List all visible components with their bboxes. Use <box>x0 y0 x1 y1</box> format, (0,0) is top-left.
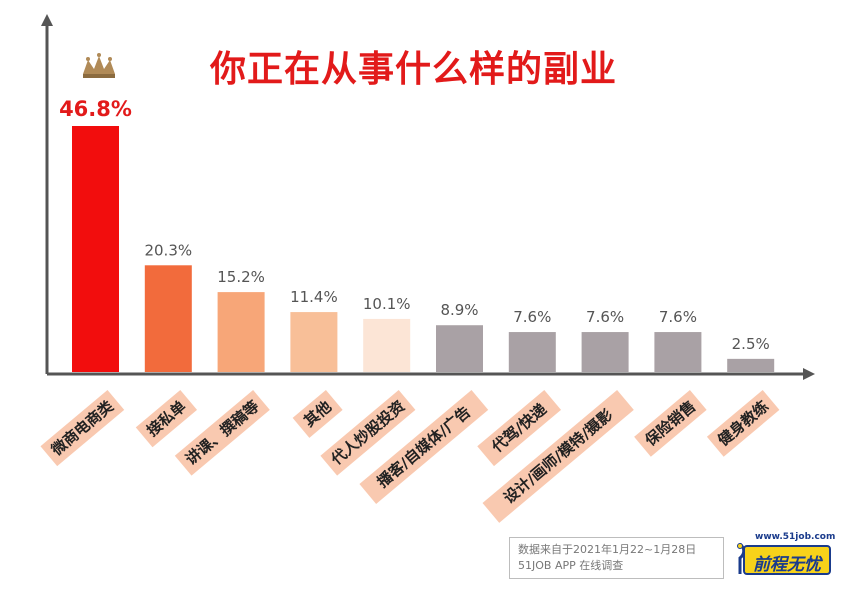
value-label-9: 7.6% <box>659 308 697 326</box>
bar-7 <box>508 332 556 372</box>
value-label-8: 7.6% <box>586 308 624 326</box>
value-label-3: 15.2% <box>217 268 265 286</box>
logo-badge: 前程无忧 <box>743 545 831 575</box>
bar-4 <box>290 312 338 372</box>
source-line-2: 51JOB APP 在线调查 <box>518 559 624 572</box>
category-label-bg-9 <box>634 390 707 457</box>
category-text-9: 保险销售 <box>641 397 699 450</box>
value-label-10: 2.5% <box>732 335 770 353</box>
logo-text: 前程无忧 <box>753 555 821 575</box>
value-label-1: 46.8% <box>59 97 132 121</box>
logo-url: www.51job.com <box>755 532 836 542</box>
category-label-bg-3 <box>174 390 270 476</box>
source-line-1: 数据来自于2021年1月22~1月28日 <box>518 543 697 556</box>
chart-title: 你正在从事什么样的副业 <box>210 49 618 90</box>
category-text-1: 微商电商类 <box>47 396 118 459</box>
bar-9 <box>654 332 702 372</box>
bar-10 <box>727 358 775 372</box>
logo: www.51job.com 前程无忧 <box>733 532 837 578</box>
bar-6 <box>436 325 483 372</box>
category-label-4: 其他 <box>292 390 343 438</box>
bar-8 <box>581 332 629 372</box>
bar-1 <box>72 126 119 372</box>
category-label-bg-1 <box>40 390 125 467</box>
category-label-bg-5 <box>320 390 416 476</box>
crown-icon <box>83 53 115 78</box>
category-label-bg-4 <box>292 390 343 438</box>
bar-2 <box>144 265 192 372</box>
category-label-bg-7 <box>477 390 562 467</box>
x-axis-arrow <box>803 368 815 380</box>
value-label-7: 7.6% <box>513 308 551 326</box>
category-label-bg-10 <box>706 390 780 457</box>
value-label-5: 10.1% <box>363 295 411 313</box>
category-label-10: 健身教练 <box>706 390 780 457</box>
category-label-1: 微商电商类 <box>40 390 125 467</box>
category-label-bg-6 <box>359 390 489 504</box>
category-text-7: 代驾/快递 <box>488 400 551 457</box>
category-label-bg-2 <box>135 390 198 448</box>
source-note: 数据来自于2021年1月22~1月28日 51JOB APP 在线调查 <box>509 537 724 579</box>
category-label-bg-8 <box>482 390 634 523</box>
value-label-4: 11.4% <box>290 288 338 306</box>
y-axis-arrow <box>41 14 53 26</box>
value-label-2: 20.3% <box>144 241 192 259</box>
bar-3 <box>217 292 265 372</box>
bar-5 <box>363 318 411 372</box>
category-label-9: 保险销售 <box>634 390 707 457</box>
category-label-2: 接私单 <box>135 390 198 448</box>
value-label-6: 8.9% <box>440 301 478 319</box>
